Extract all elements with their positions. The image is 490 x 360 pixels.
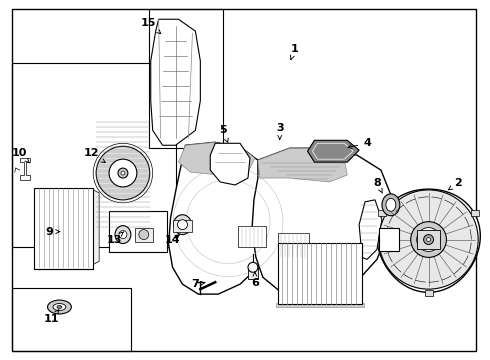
Text: 4: 4 xyxy=(348,138,371,149)
Circle shape xyxy=(379,190,478,289)
Text: 15: 15 xyxy=(141,18,161,33)
Ellipse shape xyxy=(115,226,131,243)
Text: 14: 14 xyxy=(165,234,180,244)
Bar xyxy=(278,243,362,304)
Bar xyxy=(12,288,131,351)
Text: 3: 3 xyxy=(276,123,284,139)
Circle shape xyxy=(416,228,441,251)
Bar xyxy=(425,290,433,296)
Circle shape xyxy=(121,171,125,175)
Polygon shape xyxy=(210,143,250,185)
Text: 9: 9 xyxy=(46,226,60,237)
Bar xyxy=(149,9,223,148)
Polygon shape xyxy=(258,148,347,182)
Text: 6: 6 xyxy=(251,272,259,288)
Circle shape xyxy=(109,159,137,187)
Bar xyxy=(135,228,153,242)
Bar xyxy=(276,303,364,307)
Text: 11: 11 xyxy=(44,310,59,324)
Ellipse shape xyxy=(386,198,396,211)
Polygon shape xyxy=(93,190,99,264)
Text: 13: 13 xyxy=(106,232,124,244)
Polygon shape xyxy=(169,142,272,294)
Bar xyxy=(248,267,258,279)
Polygon shape xyxy=(20,158,30,180)
Bar xyxy=(12,63,175,247)
Bar xyxy=(172,220,193,231)
Circle shape xyxy=(177,220,188,230)
Polygon shape xyxy=(377,189,480,292)
Ellipse shape xyxy=(382,194,400,216)
Bar xyxy=(378,210,386,216)
Circle shape xyxy=(411,222,446,257)
Ellipse shape xyxy=(139,230,149,239)
Bar xyxy=(34,188,93,269)
Polygon shape xyxy=(308,140,359,162)
Text: 10: 10 xyxy=(12,148,29,163)
Ellipse shape xyxy=(57,306,62,309)
Polygon shape xyxy=(151,19,200,145)
Text: 5: 5 xyxy=(220,125,228,142)
Circle shape xyxy=(118,168,128,178)
Text: 7: 7 xyxy=(192,279,205,289)
Text: 12: 12 xyxy=(83,148,105,163)
Bar xyxy=(471,210,479,216)
Circle shape xyxy=(427,238,431,242)
Bar xyxy=(109,211,167,252)
Ellipse shape xyxy=(173,215,192,235)
Circle shape xyxy=(248,262,258,272)
Text: 8: 8 xyxy=(373,178,383,193)
Bar xyxy=(416,230,441,249)
Bar xyxy=(278,233,310,257)
Polygon shape xyxy=(359,200,382,260)
Ellipse shape xyxy=(48,300,72,314)
Circle shape xyxy=(119,231,127,239)
Circle shape xyxy=(96,146,150,200)
Bar xyxy=(238,226,266,247)
Text: 2: 2 xyxy=(448,178,462,190)
Circle shape xyxy=(424,235,434,244)
Polygon shape xyxy=(178,142,255,175)
Polygon shape xyxy=(252,148,391,297)
Bar xyxy=(379,228,399,251)
Text: 1: 1 xyxy=(291,44,298,60)
Ellipse shape xyxy=(53,303,66,310)
